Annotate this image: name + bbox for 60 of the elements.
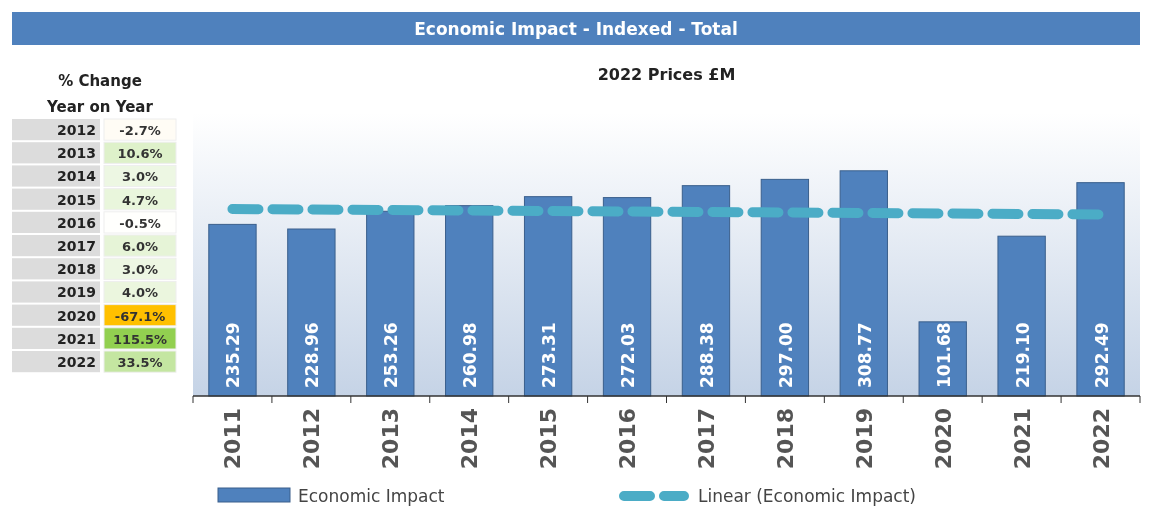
data-label: 115.5%	[112, 331, 168, 347]
y-tick-label: 2013	[57, 145, 96, 162]
x-tick-label: 2014	[457, 408, 483, 470]
data-label: 3.0%	[121, 262, 159, 278]
data-label: -0.5%	[119, 215, 161, 231]
data-label: 6.0%	[121, 239, 159, 254]
data-label: 308.77	[854, 322, 875, 388]
data-label: 4.0%	[121, 285, 159, 301]
data-label: 260.98	[460, 322, 481, 388]
data-label: 4.7%	[121, 192, 159, 208]
x-tick-label: 2022	[1088, 408, 1114, 470]
data-label: 219.10	[1012, 322, 1033, 388]
data-label: 297.00	[775, 322, 796, 388]
data-label: 292.49	[1091, 322, 1112, 388]
data-label: -2.7%	[119, 123, 161, 138]
x-tick-label: 2018	[772, 408, 798, 470]
x-tick-label: 2012	[299, 408, 325, 470]
data-label: 33.5%	[117, 355, 163, 370]
chart-subtitle: 2022 Prices £M	[597, 65, 736, 84]
y-tick-label: 2018	[57, 261, 96, 278]
data-label: 3.0%	[121, 169, 159, 185]
y-tick-label: 2012	[57, 122, 96, 138]
x-tick-label: 2020	[930, 408, 956, 470]
x-tick-label: 2017	[693, 408, 719, 470]
data-label: 288.38	[696, 322, 717, 388]
legend-label: Economic Impact	[298, 486, 445, 506]
x-tick-label: 2016	[615, 408, 641, 470]
bar	[366, 210, 415, 397]
bar	[523, 196, 573, 397]
y-tick-label: 2017	[57, 238, 96, 254]
y-tick-label: 2015	[57, 191, 96, 208]
bar	[760, 178, 810, 397]
x-tick-label: 2019	[851, 408, 877, 470]
x-tick-label: 2011	[220, 408, 246, 470]
data-label: 253.26	[381, 322, 402, 388]
data-label: 101.68	[933, 322, 954, 388]
data-label: -67.1%	[114, 308, 166, 324]
bar	[287, 228, 336, 397]
bar	[997, 235, 1046, 397]
data-label: 273.31	[539, 322, 560, 388]
x-tick-label: 2013	[378, 408, 404, 470]
data-label: 235.29	[223, 322, 244, 388]
y-tick-label: 2014	[57, 168, 97, 185]
bar	[445, 205, 494, 397]
chart-title: % Change Year on Year	[46, 72, 154, 116]
data-label: 228.96	[302, 322, 323, 388]
data-label: 10.6%	[117, 146, 163, 162]
data-label: 272.03	[618, 322, 639, 388]
bar	[1076, 182, 1125, 397]
bar	[839, 170, 888, 397]
chart-title: Economic Impact - Indexed - Total	[414, 19, 738, 39]
y-tick-label: 2020	[57, 307, 97, 324]
y-tick-label: 2021	[57, 330, 96, 347]
bar	[208, 223, 257, 397]
y-tick-label: 2022	[57, 354, 96, 370]
legend-label: Linear (Economic Impact)	[698, 486, 916, 506]
y-tick-label: 2016	[57, 214, 96, 231]
y-tick-label: 2019	[57, 284, 96, 301]
x-tick-label: 2021	[1009, 408, 1035, 470]
x-tick-label: 2015	[536, 408, 562, 470]
